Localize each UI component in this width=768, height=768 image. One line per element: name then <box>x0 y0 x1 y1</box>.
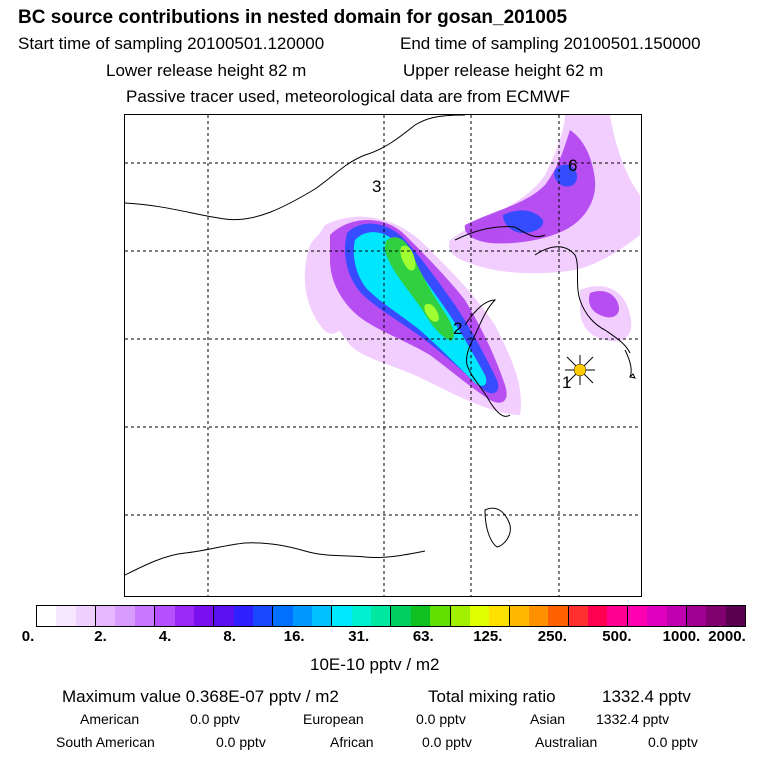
row1-label-2: European <box>303 711 364 727</box>
colorbar-swatch <box>371 606 392 626</box>
colorbar-tick-label: 2000. <box>708 628 746 645</box>
colorbar-swatch <box>588 606 608 626</box>
colorbar-swatch <box>75 606 97 626</box>
colorbar-swatch <box>193 606 215 626</box>
colorbar-units: 10E-10 pptv / m2 <box>310 655 440 674</box>
colorbar-swatch <box>273 606 293 626</box>
colorbar-swatch <box>666 606 687 626</box>
colorbar-swatch <box>686 606 707 626</box>
colorbar-tick-label: 63. <box>412 628 434 645</box>
colorbar-tick-label: 125. <box>473 628 503 645</box>
colorbar-swatch <box>312 606 333 626</box>
row2-value-3: 0.0 pptv <box>648 734 698 750</box>
map-label-2: 2 <box>453 319 463 338</box>
colorbar-tick-label: 500. <box>602 628 632 645</box>
map-label-6: 6 <box>568 156 578 175</box>
colorbar-swatch <box>56 606 76 626</box>
colorbar-swatch <box>509 606 529 626</box>
colorbar-swatch <box>252 606 274 626</box>
colorbar-tick-label: 250. <box>537 628 567 645</box>
plume-lime <box>400 245 439 322</box>
colorbar-swatch <box>450 606 470 626</box>
gridlines <box>125 115 641 596</box>
row2-label-2: African <box>330 734 374 750</box>
colorbar-swatch <box>134 606 156 626</box>
tracer-note: Passive tracer used, meteorological data… <box>126 87 571 106</box>
row2-value-2: 0.0 pptv <box>422 734 472 750</box>
row2-value-1: 0.0 pptv <box>216 734 266 750</box>
colorbar-tick-label: 16. <box>283 628 305 645</box>
colorbar-tick-label: 1000. <box>662 628 701 645</box>
end-time: End time of sampling 20100501.150000 <box>400 34 701 53</box>
colorbar-swatch <box>96 606 116 626</box>
station-marker <box>565 355 595 385</box>
upper-release-height: Upper release height 62 m <box>403 61 604 80</box>
row1-value-3: 1332.4 pptv <box>596 711 670 727</box>
colorbar-tick-label: 2. <box>94 628 107 645</box>
colorbar-swatch <box>528 606 549 626</box>
colorbar-swatch <box>548 606 569 626</box>
colorbar-swatch <box>725 606 745 626</box>
colorbar-swatch <box>351 606 372 626</box>
map-svg <box>125 115 641 596</box>
colorbar-tick-label: 4. <box>158 628 172 645</box>
colorbar-swatch <box>430 606 451 626</box>
colorbar-swatch <box>214 606 234 626</box>
colorbar-swatch <box>292 606 313 626</box>
lower-release-height: Lower release height 82 m <box>106 61 307 80</box>
max-value: Maximum value 0.368E-07 pptv / m2 <box>62 687 339 706</box>
colorbar-swatch <box>155 606 175 626</box>
row1-value-2: 0.0 pptv <box>416 711 466 727</box>
row1-label-3: Asian <box>530 711 566 727</box>
colorbar-tick-label: 0. <box>21 628 35 645</box>
row2-label-1: South American <box>56 734 155 750</box>
colorbar-tick-label: 8. <box>223 628 236 645</box>
page-title: BC source contributions in nested domain… <box>18 7 568 28</box>
map-panel: 1 2 3 6 <box>124 114 642 597</box>
total-mixing-value: 1332.4 pptv <box>602 687 691 706</box>
colorbar-swatch <box>627 606 648 626</box>
colorbar-tick-label: 31. <box>348 628 370 645</box>
row1-label-1: American <box>80 711 140 727</box>
colorbar-swatch <box>391 606 411 626</box>
row1-value-1: 0.0 pptv <box>190 711 240 727</box>
start-time: Start time of sampling 20100501.120000 <box>18 34 325 53</box>
colorbar-swatch <box>469 606 490 626</box>
colorbar <box>36 605 746 627</box>
colorbar-swatch <box>174 606 194 626</box>
map-label-3: 3 <box>372 177 382 196</box>
colorbar-swatch <box>410 606 431 626</box>
row2-label-3: Australian <box>535 734 598 750</box>
map-label-1: 1 <box>562 373 572 392</box>
colorbar-swatch <box>607 606 628 626</box>
colorbar-swatch <box>115 606 135 626</box>
total-mixing-label: Total mixing ratio <box>428 687 556 706</box>
colorbar-swatch <box>233 606 253 626</box>
colorbar-swatch <box>332 606 352 626</box>
colorbar-swatch <box>489 606 510 626</box>
colorbar-swatch <box>568 606 589 626</box>
plume-cyan <box>353 232 487 386</box>
coastlines <box>125 115 636 576</box>
colorbar-swatch <box>647 606 667 626</box>
colorbar-swatch <box>37 606 57 626</box>
colorbar-swatch <box>706 606 726 626</box>
